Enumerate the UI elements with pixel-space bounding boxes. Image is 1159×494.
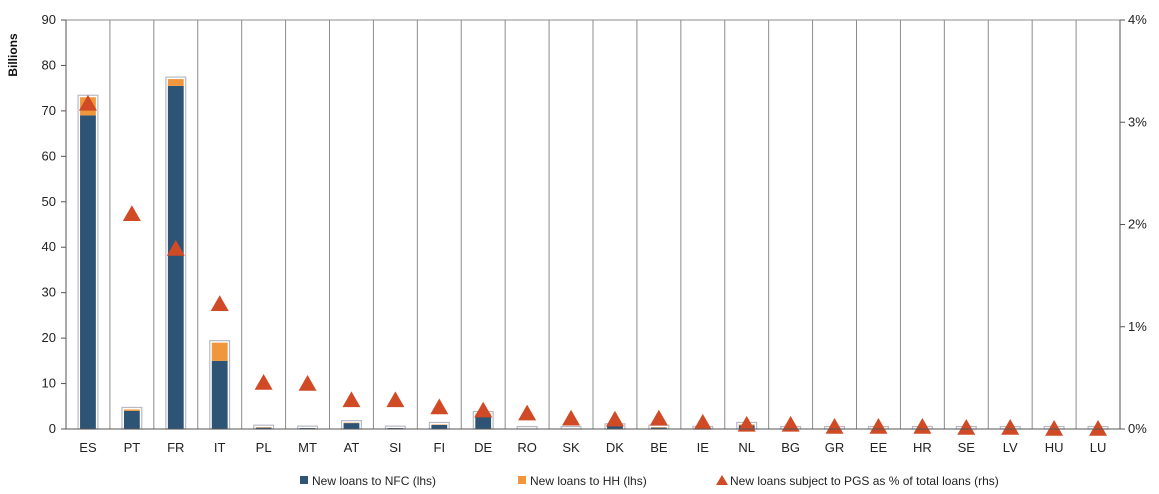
category-label: SE: [958, 440, 976, 455]
bar-nfc: [431, 424, 448, 429]
right-tick-label: 1%: [1128, 319, 1147, 334]
left-tick-label: 60: [42, 148, 56, 163]
category-label: RO: [517, 440, 537, 455]
left-tick-label: 20: [42, 330, 56, 345]
bar-nfc: [255, 427, 272, 429]
category-label: PL: [256, 440, 272, 455]
category-label: GR: [825, 440, 845, 455]
legend-item-pgs: New loans subject to PGS as % of total l…: [716, 474, 999, 488]
pgs-marker: [869, 417, 888, 434]
pgs-marker: [166, 240, 185, 256]
pgs-marker: [122, 205, 141, 222]
pgs-marker: [342, 391, 361, 408]
pgs-marker: [562, 409, 581, 426]
category-label: AT: [344, 440, 360, 455]
legend-swatch-pgs-triangle: [716, 475, 728, 485]
left-tick-label: 40: [42, 239, 56, 254]
category-label: IT: [214, 440, 226, 455]
left-tick-label: 80: [42, 57, 56, 72]
left-tick-label: 70: [42, 103, 56, 118]
legend: New loans to NFC (lhs) New loans to HH (…: [300, 474, 999, 488]
pgs-marker: [210, 295, 229, 312]
category-label: IE: [697, 440, 710, 455]
legend-swatch-nfc: [300, 476, 308, 484]
bar-hh: [211, 342, 228, 361]
category-label: BG: [781, 440, 800, 455]
pgs-marker: [474, 401, 493, 418]
y-axis-label: Billions: [6, 33, 20, 77]
left-tick-label: 0: [49, 421, 56, 436]
pgs-marker: [737, 415, 756, 432]
left-tick-label: 90: [42, 12, 56, 27]
pgs-marker: [254, 373, 273, 390]
bar-hh: [123, 409, 140, 411]
right-tick-label: 4%: [1128, 12, 1147, 27]
bar-nfc: [80, 115, 96, 429]
category-label: LU: [1090, 440, 1107, 455]
category-label: SI: [389, 440, 401, 455]
pgs-marker: [1045, 420, 1064, 436]
pgs-marker: [649, 409, 668, 426]
pgs-marker: [781, 415, 800, 432]
legend-label-hh: New loans to HH (lhs): [530, 474, 647, 488]
right-tick-label: 3%: [1128, 114, 1147, 129]
category-label: HU: [1045, 440, 1064, 455]
left-tick-label: 50: [42, 194, 56, 209]
category-label: FR: [167, 440, 184, 455]
pgs-marker: [430, 398, 449, 415]
pgs-marker: [825, 417, 844, 434]
bar-nfc: [343, 423, 360, 429]
left-tick-label: 10: [42, 376, 56, 391]
legend-item-hh: New loans to HH (lhs): [518, 474, 647, 488]
bar-nfc: [211, 360, 228, 429]
pgs-marker: [605, 410, 624, 427]
category-label: BE: [650, 440, 668, 455]
bar-nfc: [650, 427, 667, 429]
legend-label-pgs: New loans subject to PGS as % of total l…: [730, 474, 999, 488]
bar-nfc: [607, 426, 623, 429]
left-tick-label: 30: [42, 285, 56, 300]
category-label: DK: [606, 440, 624, 455]
category-label: HR: [913, 440, 932, 455]
axes-layer: 0 10 20 30 40 50 60 70 80 90 0% 1% 2% 3% 4% ES PT FR IT PL M…: [42, 12, 1148, 455]
pgs-marker: [518, 404, 537, 421]
category-label: NL: [738, 440, 755, 455]
category-label: FI: [434, 440, 446, 455]
right-tick-label: 2%: [1128, 217, 1147, 232]
bars-layer: [77, 76, 1109, 430]
pgs-marker: [957, 418, 976, 435]
pgs-marker: [1001, 418, 1020, 435]
pgs-marker: [1089, 420, 1108, 436]
legend-swatch-hh: [518, 476, 526, 484]
bar-nfc: [475, 416, 492, 429]
pgs-marker: [78, 94, 97, 111]
category-label: DE: [474, 440, 492, 455]
pgs-marker: [913, 417, 932, 434]
pgs-marker: [693, 413, 712, 430]
category-label: PT: [124, 440, 141, 455]
category-label: MT: [298, 440, 317, 455]
bar-hh: [167, 79, 184, 86]
legend-item-nfc: New loans to NFC (lhs): [300, 474, 436, 488]
pgs-marker: [298, 375, 317, 391]
category-label: LV: [1003, 440, 1018, 455]
category-label: EE: [870, 440, 888, 455]
bar-nfc: [123, 410, 140, 429]
category-label: SK: [562, 440, 580, 455]
markers-layer: [78, 94, 1108, 436]
legend-label-nfc: New loans to NFC (lhs): [312, 474, 436, 488]
category-label: ES: [79, 440, 97, 455]
right-tick-label: 0%: [1128, 421, 1147, 436]
pgs-marker: [386, 391, 405, 408]
bar-nfc: [167, 85, 184, 430]
